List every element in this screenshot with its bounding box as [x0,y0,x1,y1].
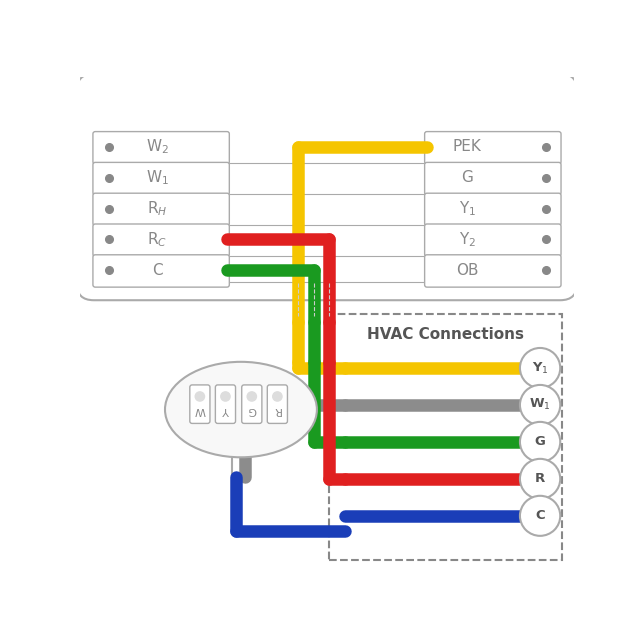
FancyBboxPatch shape [425,224,561,256]
Ellipse shape [165,362,317,457]
Circle shape [520,385,560,425]
Text: OB: OB [456,263,478,278]
FancyBboxPatch shape [425,254,561,287]
Text: Y$_1$: Y$_1$ [531,360,549,376]
Text: HVAC Connections: HVAC Connections [367,327,524,342]
Bar [329,314,562,560]
Circle shape [272,392,282,401]
FancyBboxPatch shape [93,224,229,256]
Text: Y$_2$: Y$_2$ [459,230,476,249]
FancyBboxPatch shape [216,385,235,424]
Text: W: W [195,405,205,415]
Text: W$_1$: W$_1$ [145,169,168,187]
FancyBboxPatch shape [93,254,229,287]
Circle shape [520,422,560,462]
Circle shape [195,392,205,401]
Text: G: G [535,435,545,449]
FancyBboxPatch shape [425,193,561,226]
Text: C: C [152,263,163,278]
Text: R$_H$: R$_H$ [147,199,168,218]
Circle shape [247,392,256,401]
FancyBboxPatch shape [93,193,229,226]
Text: R: R [535,472,545,485]
Circle shape [520,495,560,536]
FancyBboxPatch shape [189,385,210,424]
FancyBboxPatch shape [425,131,561,164]
Text: W$_2$: W$_2$ [146,138,168,156]
FancyBboxPatch shape [77,74,577,300]
FancyBboxPatch shape [267,385,288,424]
Circle shape [520,348,560,388]
FancyBboxPatch shape [242,385,262,424]
Text: PEK: PEK [453,140,482,154]
FancyBboxPatch shape [93,131,229,164]
Circle shape [221,392,230,401]
Text: R: R [274,405,281,415]
Text: Y$_1$: Y$_1$ [459,199,476,218]
Text: G: G [461,171,473,185]
FancyBboxPatch shape [93,162,229,195]
Text: Y: Y [222,405,229,415]
Text: C: C [535,510,545,522]
Text: R$_C$: R$_C$ [147,230,167,249]
Text: W$_1$: W$_1$ [530,397,551,413]
FancyBboxPatch shape [425,162,561,195]
Circle shape [520,459,560,499]
Text: G: G [248,405,256,415]
